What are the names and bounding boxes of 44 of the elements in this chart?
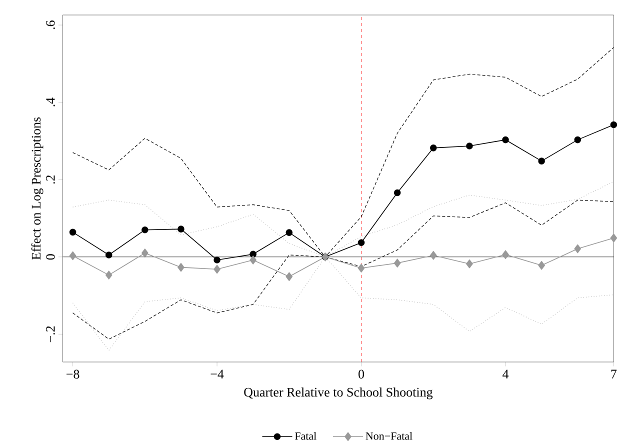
point [610,234,618,242]
point [394,189,401,196]
y-tick-label: .2 [46,175,55,184]
point [358,239,365,246]
point [69,228,76,236]
point [430,250,437,260]
point [105,270,112,280]
point [466,259,473,268]
legend-label: Fatal [294,432,316,440]
point [250,256,256,264]
x-tick-label: −8 [66,370,80,379]
y-tick-label: 0 [46,254,55,260]
point [430,144,437,152]
y-tick-label: −.2 [46,326,55,342]
point [214,264,220,274]
y-tick-label: .4 [46,98,55,106]
point [394,258,401,268]
point [178,226,184,232]
point [142,226,148,234]
point [466,142,473,150]
point [286,272,293,281]
y-axis-title: Effect on Log Prescriptions [31,117,44,260]
point [250,250,256,258]
point [502,136,509,144]
x-axis-title: Quarter Relative to School Shooting [244,387,433,400]
point [538,261,545,270]
point [178,262,184,272]
point [574,136,582,144]
point [502,250,509,259]
x-tick-label: 7 [611,370,617,378]
x-tick-label: −4 [210,370,224,378]
point [358,264,365,272]
y-tick-label: .6 [46,20,55,30]
point [574,244,582,254]
point [142,248,148,258]
point [610,121,618,128]
x-tick-label: 0 [358,370,364,379]
point [286,229,293,236]
legend-label: Non−Fatal [366,432,412,440]
point [105,252,112,258]
point [538,158,545,164]
point [214,256,220,264]
point [69,251,76,260]
x-tick-label: 4 [502,370,509,378]
